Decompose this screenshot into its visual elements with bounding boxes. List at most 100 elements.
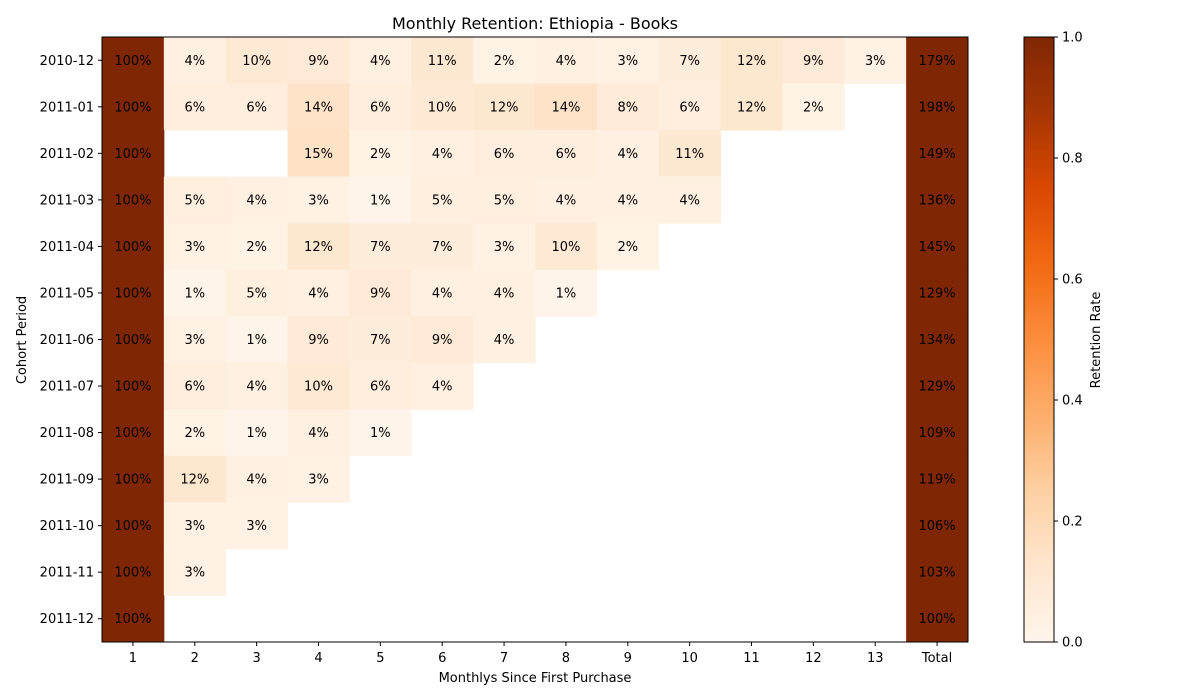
x-tick-label: 9 bbox=[624, 651, 632, 666]
heatmap-cell-label: 100% bbox=[114, 100, 151, 115]
heatmap-cell-label: 11% bbox=[675, 147, 704, 162]
heatmap-cell-label: 119% bbox=[918, 473, 955, 488]
colorbar-ticks: 0.0 0.2 0.4 0.6 0.8 1.0 bbox=[1054, 31, 1083, 651]
heatmap-cell-label: 4% bbox=[432, 286, 453, 301]
heatmap-cell-label: 10% bbox=[551, 240, 580, 255]
y-tick-label: 2011-01 bbox=[40, 100, 94, 115]
heatmap-cell-label: 129% bbox=[918, 286, 955, 301]
heatmap-cell bbox=[163, 316, 227, 364]
heatmap-cell-label: 14% bbox=[551, 100, 580, 115]
heatmap-cell-label: 4% bbox=[184, 54, 205, 69]
heatmap-cell bbox=[102, 362, 165, 410]
x-tick-label: 13 bbox=[867, 651, 884, 666]
heatmap-cell-label: 6% bbox=[184, 100, 205, 115]
heatmap-cell-label: 145% bbox=[918, 240, 955, 255]
heatmap-cell-label: 2% bbox=[246, 240, 267, 255]
heatmap-cell bbox=[287, 316, 350, 364]
x-tick-label: 11 bbox=[743, 651, 760, 666]
heatmap-cell-label: 109% bbox=[918, 426, 955, 441]
y-tick-label: 2011-03 bbox=[40, 193, 94, 208]
colorbar: 0.0 0.2 0.4 0.6 0.8 1.0 Retention Rate bbox=[1023, 31, 1104, 651]
heatmap-cell bbox=[163, 176, 227, 224]
heatmap-cell bbox=[906, 316, 969, 364]
heatmap-cell-label: 1% bbox=[370, 193, 391, 208]
heatmap-cell bbox=[349, 37, 412, 85]
heatmap-cell-label: 5% bbox=[246, 286, 267, 301]
heatmap-cell-label: 134% bbox=[918, 333, 955, 348]
heatmap-cell bbox=[906, 409, 969, 457]
x-tick-label: Total bbox=[921, 651, 952, 666]
heatmap-cell-label: 11% bbox=[428, 54, 457, 69]
heatmap-cell bbox=[102, 316, 165, 364]
heatmap-cell-label: 10% bbox=[428, 100, 457, 115]
x-tick-label: 1 bbox=[129, 651, 137, 666]
heatmap-cell-label: 1% bbox=[246, 426, 267, 441]
heatmap-cell bbox=[596, 176, 660, 224]
heatmap-cell bbox=[473, 37, 536, 85]
y-tick-label: 2011-06 bbox=[40, 333, 94, 348]
heatmap-cell bbox=[596, 83, 660, 131]
y-axis-title: Cohort Period bbox=[15, 296, 30, 384]
heatmap-cell bbox=[349, 223, 412, 271]
heatmap-cell-label: 9% bbox=[308, 54, 329, 69]
heatmap-cell bbox=[535, 83, 598, 131]
heatmap-cell bbox=[473, 223, 536, 271]
heatmap-cell-label: 4% bbox=[308, 426, 329, 441]
heatmap-cell bbox=[782, 83, 845, 131]
heatmap-cell bbox=[102, 595, 165, 643]
heatmap-cell bbox=[287, 409, 350, 457]
heatmap-cell bbox=[287, 269, 350, 317]
heatmap-cell bbox=[287, 130, 350, 178]
heatmap-cell-label: 3% bbox=[184, 333, 205, 348]
heatmap-cell-label: 2% bbox=[494, 54, 515, 69]
heatmap-cell bbox=[163, 548, 227, 596]
heatmap-cell-label: 100% bbox=[114, 54, 151, 69]
x-tick-label: 4 bbox=[314, 651, 322, 666]
y-tick-label: 2011-09 bbox=[40, 473, 94, 488]
heatmap-cell-label: 136% bbox=[918, 193, 955, 208]
heatmap-cell bbox=[473, 269, 536, 317]
heatmap-cell-label: 3% bbox=[184, 240, 205, 255]
heatmap-cell-label: 4% bbox=[494, 333, 515, 348]
heatmap-cell-label: 12% bbox=[737, 100, 766, 115]
x-tick-label: 3 bbox=[253, 651, 261, 666]
heatmap-cell-label: 4% bbox=[432, 147, 453, 162]
heatmap-cell bbox=[287, 455, 350, 503]
heatmap-cell bbox=[287, 176, 350, 224]
heatmap-cell-label: 6% bbox=[246, 100, 267, 115]
heatmap-cell-label: 2% bbox=[803, 100, 824, 115]
colorbar-title: Retention Rate bbox=[1089, 292, 1104, 389]
heatmap-cell bbox=[411, 223, 474, 271]
heatmap-cell-label: 198% bbox=[918, 100, 955, 115]
heatmap-cell-label: 100% bbox=[114, 286, 151, 301]
heatmap-cell bbox=[102, 223, 165, 271]
heatmap-cell-label: 1% bbox=[184, 286, 205, 301]
heatmap-cell-label: 100% bbox=[918, 612, 955, 627]
heatmap-cell-label: 100% bbox=[114, 566, 151, 581]
heatmap-cell bbox=[163, 37, 227, 85]
heatmap-cell-label: 4% bbox=[556, 54, 577, 69]
heatmap-cell bbox=[225, 409, 289, 457]
heatmap-cell-label: 3% bbox=[246, 519, 267, 534]
heatmap-cell bbox=[720, 83, 783, 131]
heatmap-cell-label: 100% bbox=[114, 380, 151, 395]
x-axis-title: Monthlys Since First Purchase bbox=[439, 671, 632, 686]
heatmap-cell bbox=[782, 37, 845, 85]
heatmap-cell bbox=[287, 223, 350, 271]
heatmap-cell bbox=[225, 37, 289, 85]
heatmap-cell bbox=[349, 130, 412, 178]
heatmap-cell bbox=[535, 223, 598, 271]
y-tick-label: 2011-12 bbox=[40, 612, 94, 627]
heatmap-cell bbox=[349, 362, 412, 410]
x-axis: 1 2 3 4 5 6 7 8 9 10 11 12 13 Total bbox=[129, 642, 952, 666]
heatmap-cell bbox=[102, 269, 165, 317]
heatmap-cell-label: 1% bbox=[556, 286, 577, 301]
y-tick-label: 2011-05 bbox=[40, 286, 94, 301]
heatmap-cell-label: 9% bbox=[370, 286, 391, 301]
heatmap-cell bbox=[411, 83, 474, 131]
heatmap-cell bbox=[163, 455, 227, 503]
heatmap-cell-label: 100% bbox=[114, 612, 151, 627]
heatmap-cell bbox=[535, 269, 598, 317]
heatmap-cell-label: 7% bbox=[679, 54, 700, 69]
